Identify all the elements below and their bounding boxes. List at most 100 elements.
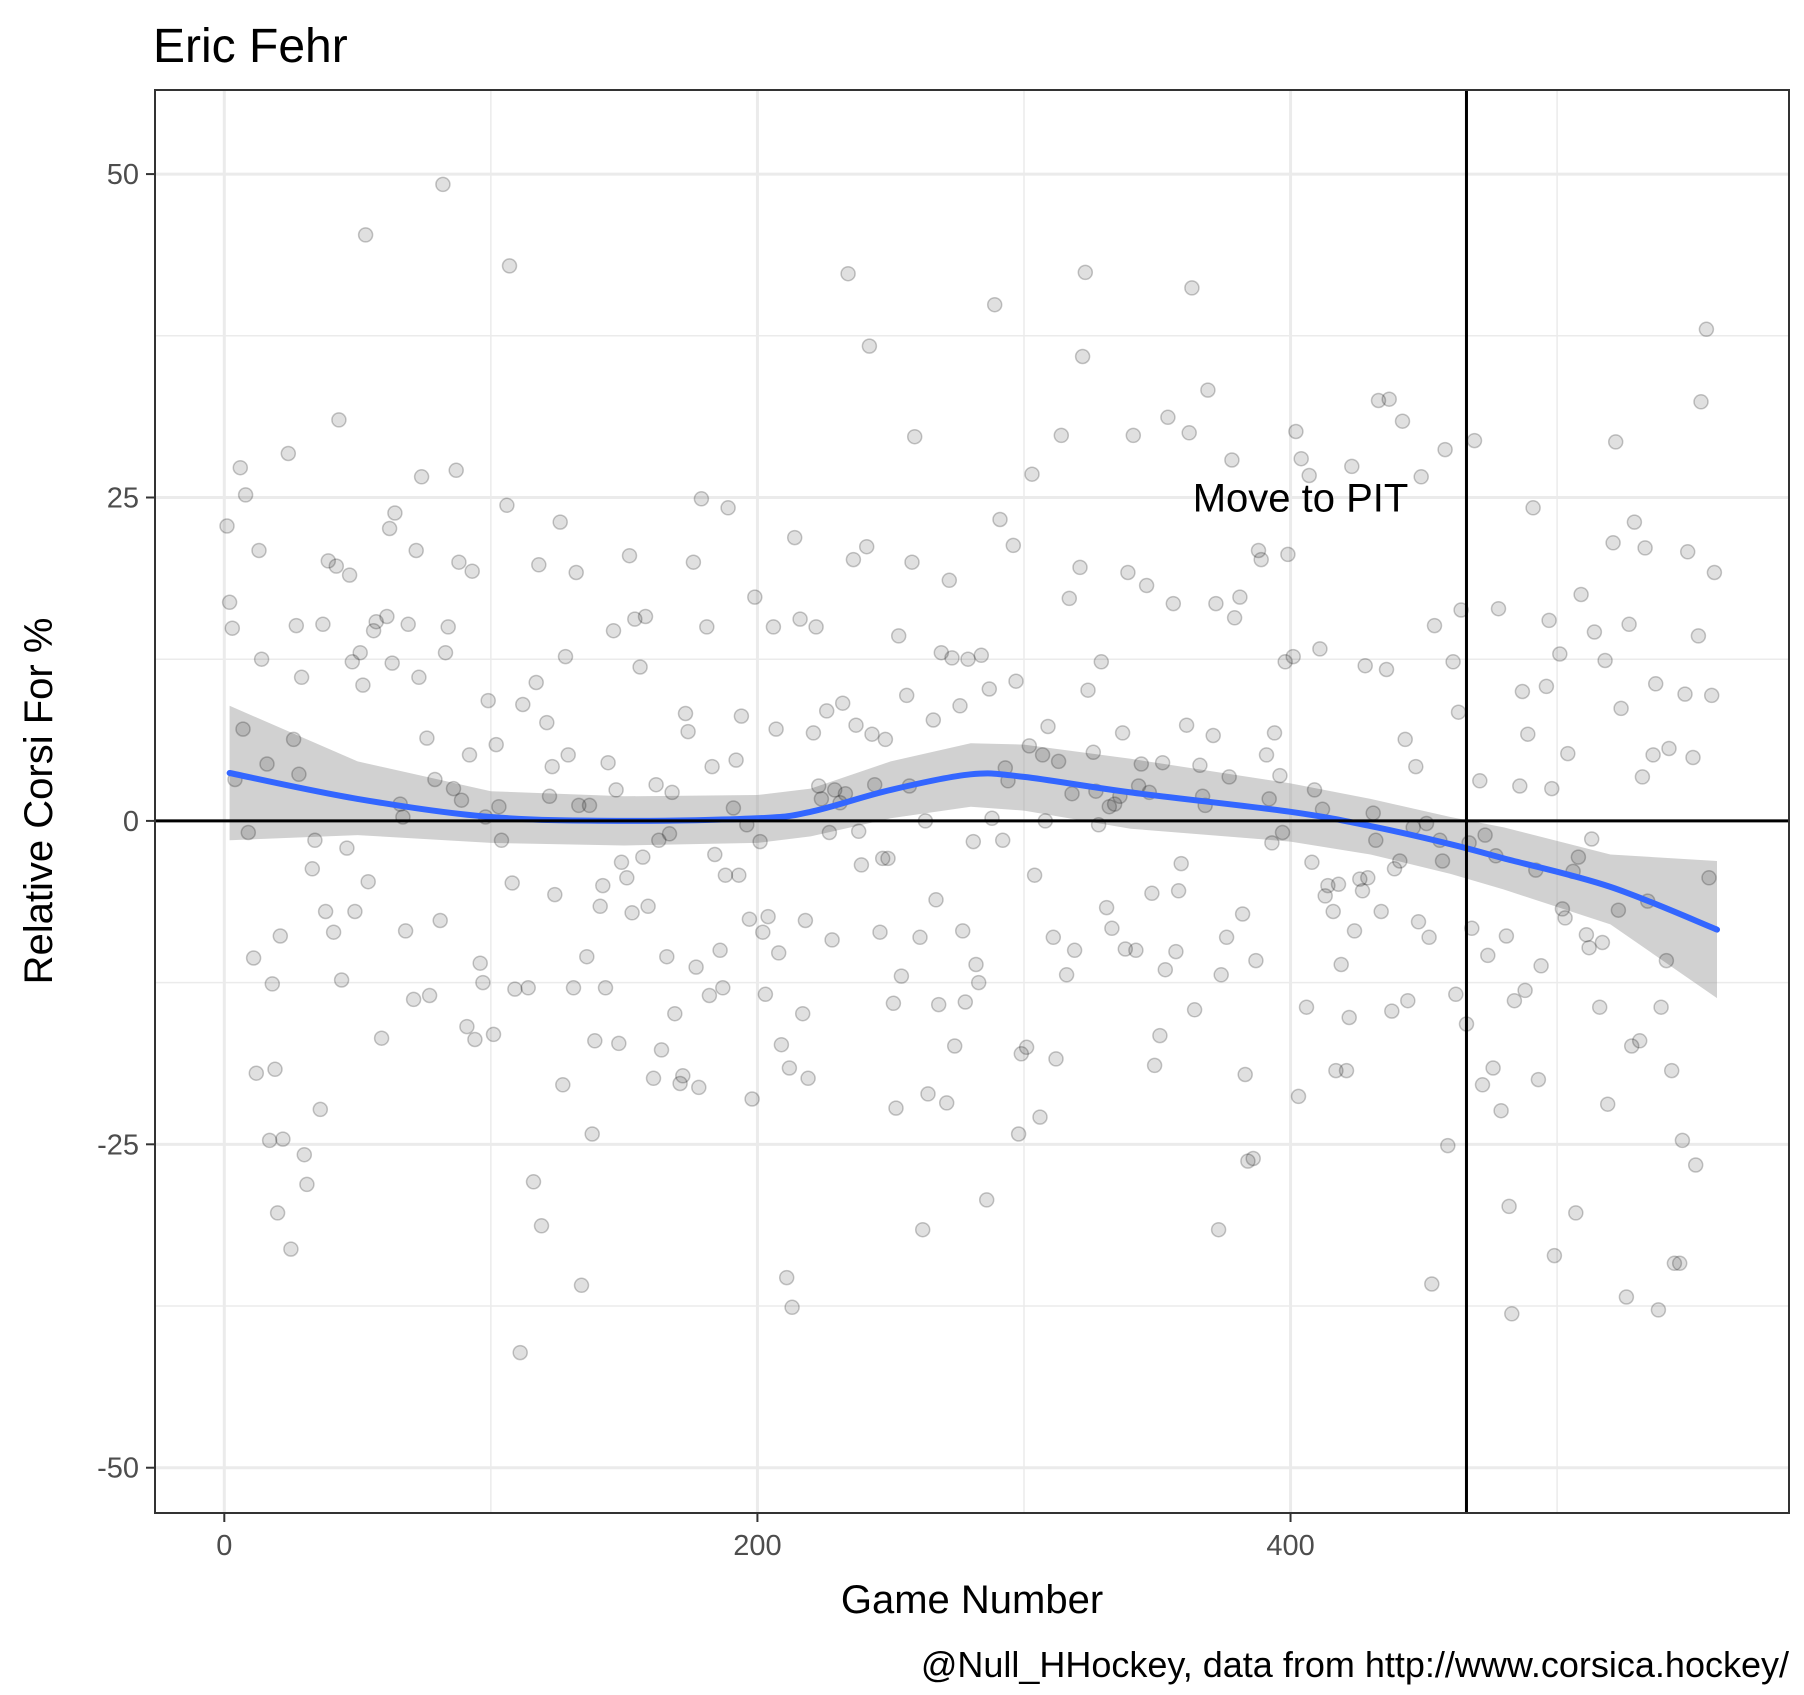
data-point (1333, 956, 1349, 973)
data-point (1701, 870, 1717, 886)
data-point (794, 1005, 811, 1022)
data-point (1288, 423, 1304, 440)
data-point (1018, 1039, 1035, 1056)
data-point (1634, 769, 1651, 785)
caption-credit: @Null_HHockey, data from http://www.cors… (921, 1644, 1789, 1685)
data-point (1386, 861, 1403, 877)
data-point (675, 1068, 691, 1084)
data-point (1370, 392, 1387, 409)
data-point (1061, 590, 1078, 607)
data-point (904, 554, 920, 570)
y-axis-title: Relative Corsi For % (17, 618, 61, 985)
data-point (1394, 413, 1411, 429)
data-point (715, 980, 731, 996)
data-point (848, 717, 864, 733)
data-point (1208, 595, 1224, 612)
data-point (731, 867, 747, 883)
data-point (499, 497, 515, 514)
data-point (592, 898, 608, 915)
data-point (1378, 661, 1395, 678)
data-point (960, 651, 976, 667)
minor-gridlines (155, 90, 1789, 1513)
x-tick-label: 200 (733, 1530, 781, 1562)
y-tick-label: 0 (123, 806, 139, 838)
data-point (1581, 939, 1597, 956)
data-point (453, 792, 470, 808)
data-point (1464, 920, 1480, 937)
data-point (480, 692, 496, 709)
data-point (1373, 903, 1389, 920)
data-point (464, 563, 480, 579)
data-point (1541, 612, 1557, 629)
data-point (485, 1026, 502, 1043)
data-point (1698, 321, 1715, 338)
data-point (1365, 805, 1381, 821)
data-point (912, 929, 928, 946)
data-point (248, 1065, 265, 1081)
data-point (440, 619, 456, 635)
data-point (1328, 1062, 1344, 1079)
data-point (1650, 1302, 1667, 1318)
data-point (339, 840, 355, 856)
data-point (411, 669, 427, 686)
x-tick-label: 400 (1266, 1530, 1314, 1562)
data-point (632, 659, 648, 675)
data-point (579, 948, 595, 965)
data-point (1170, 883, 1187, 899)
data-point (818, 703, 835, 719)
data-point (1312, 641, 1328, 657)
data-point (541, 788, 558, 805)
data-point (1677, 686, 1693, 702)
plot-panel: Move to PIT (154, 89, 1790, 1514)
data-point (328, 558, 345, 574)
data-point (520, 980, 536, 996)
data-point (1157, 961, 1174, 978)
data-point (1165, 595, 1182, 612)
data-point (693, 491, 710, 507)
data-point (1210, 1221, 1227, 1238)
data-point (813, 791, 830, 807)
data-point (1072, 559, 1088, 576)
data-point (451, 554, 467, 570)
data-point (1125, 427, 1142, 444)
data-point (368, 613, 384, 630)
data-point (888, 1100, 904, 1116)
data-point (1544, 780, 1560, 797)
data-point (808, 619, 824, 635)
data-point (1272, 767, 1288, 784)
data-point (1304, 854, 1320, 871)
data-point (1338, 1062, 1355, 1079)
data-point (624, 905, 640, 921)
data-point (1080, 682, 1096, 698)
data-point (552, 514, 568, 530)
data-point (269, 1205, 286, 1221)
data-point (1266, 725, 1283, 741)
data-point (661, 826, 678, 842)
data-point (1138, 577, 1155, 594)
data-point (296, 1146, 313, 1163)
data-point (952, 698, 968, 714)
data-point (1274, 824, 1291, 841)
data-point (1631, 1033, 1648, 1049)
data-point (1154, 754, 1171, 771)
data-point (237, 487, 254, 503)
data-point (1637, 540, 1653, 556)
data-point (1245, 1150, 1261, 1167)
data-point (1517, 982, 1533, 999)
data-point (427, 771, 443, 788)
data-point (853, 857, 870, 873)
data-point (728, 752, 744, 768)
data-point (568, 564, 584, 581)
data-point (946, 1038, 963, 1054)
data-point (1440, 1137, 1456, 1154)
data-point (461, 747, 478, 763)
data-point (1453, 602, 1469, 618)
data-point (944, 650, 960, 666)
data-point (405, 991, 422, 1008)
data-point (512, 1344, 528, 1361)
data-point (1623, 1038, 1640, 1054)
data-point (1234, 906, 1251, 922)
data-point (333, 972, 350, 988)
data-point (331, 412, 347, 428)
